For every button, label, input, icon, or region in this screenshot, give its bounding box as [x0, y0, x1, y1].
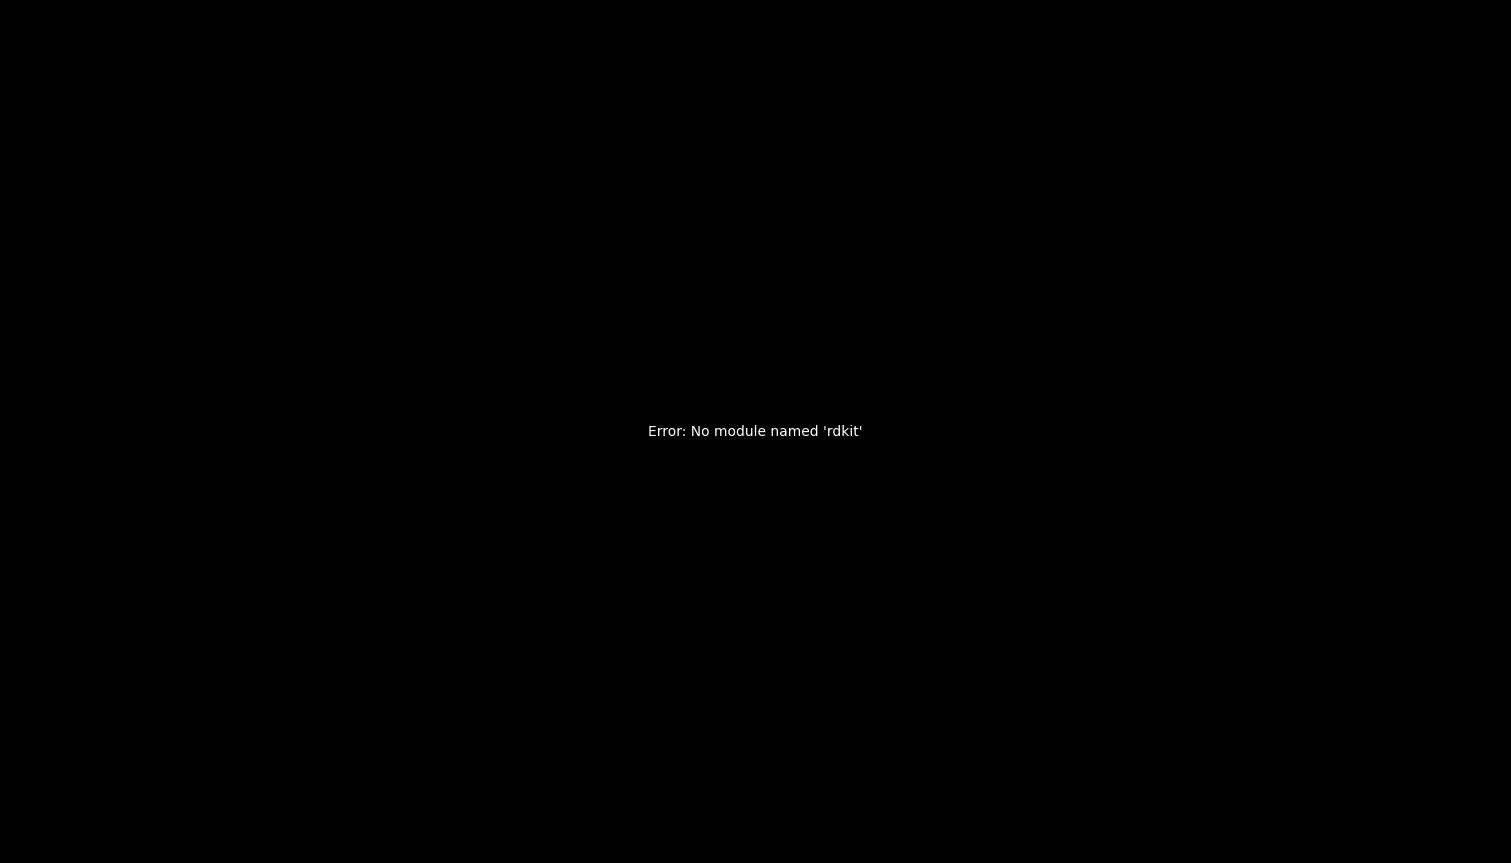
Text: Error: No module named 'rdkit': Error: No module named 'rdkit' [648, 425, 863, 439]
